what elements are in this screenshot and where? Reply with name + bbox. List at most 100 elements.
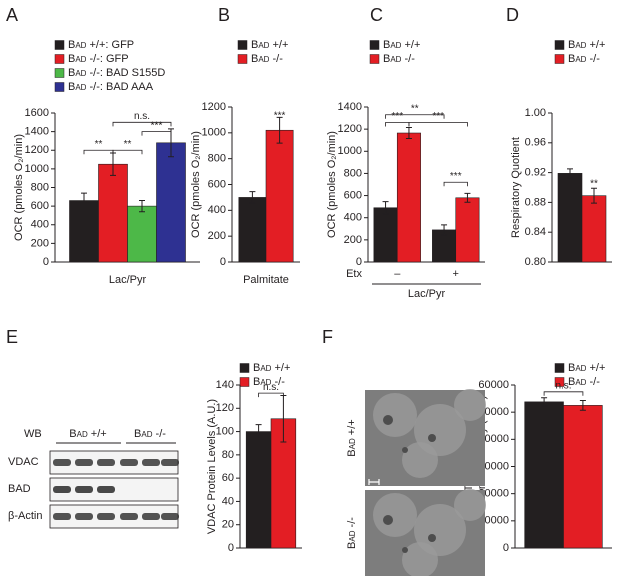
y-tick-label: 40000 xyxy=(478,433,509,445)
bar xyxy=(396,132,421,263)
bar xyxy=(245,431,272,549)
legend-swatch xyxy=(54,68,65,78)
y-tick-label: 0.96 xyxy=(525,137,546,149)
y-tick-label: 0 xyxy=(503,542,509,554)
y-tick-label: 60 xyxy=(222,472,234,484)
legend-swatch xyxy=(54,82,65,92)
panel-label: E xyxy=(6,327,18,347)
nucleus xyxy=(383,515,393,525)
legend-label: Bad -/-: BAD S155D xyxy=(68,67,165,79)
y-axis-label: VDAC Protein Levels (A.U.) xyxy=(206,399,218,534)
significance: n.s. xyxy=(263,382,279,393)
significance: *** xyxy=(151,120,163,131)
y-tick-label: 200 xyxy=(31,237,49,249)
error-bar xyxy=(441,224,448,236)
blot-band xyxy=(120,459,138,466)
panel-label: A xyxy=(6,5,18,25)
bracket xyxy=(83,149,114,155)
y-tick-label: 140 xyxy=(216,379,234,391)
legend-label: Bad -/- xyxy=(251,53,283,65)
bracket xyxy=(408,122,468,127)
cell xyxy=(402,442,438,478)
legend-swatch xyxy=(369,40,380,50)
blot-row-label: β-Actin xyxy=(8,510,42,522)
error-bar xyxy=(541,397,548,407)
bracket xyxy=(141,131,172,136)
blot-row-label: BAD xyxy=(8,483,31,495)
blot-label: WB xyxy=(24,428,42,440)
legend-swatch xyxy=(554,40,565,50)
legend-swatch xyxy=(554,54,565,64)
y-tick-label: 200 xyxy=(208,230,226,242)
bracket xyxy=(385,122,410,127)
x-tick-label: + xyxy=(453,268,459,280)
error-bar xyxy=(249,191,256,204)
y-tick-label: 120 xyxy=(216,402,234,414)
y-tick-label: 50000 xyxy=(478,406,509,418)
blot-band xyxy=(161,513,179,520)
significance: n.s. xyxy=(555,380,571,391)
legend-label: Bad -/- xyxy=(568,376,600,388)
x-tick-label: Lac/Pyr xyxy=(109,274,147,286)
legend-swatch xyxy=(239,377,250,387)
bar xyxy=(127,205,157,263)
significance: *** xyxy=(432,111,444,122)
blot-band xyxy=(75,513,93,520)
blot-group: Bad -/- xyxy=(134,428,166,440)
legend-swatch xyxy=(237,40,248,50)
y-tick-label: 10000 xyxy=(478,515,509,527)
y-tick-label: 1200 xyxy=(338,123,362,135)
y-axis-label: OCR (pmoles O₂/min) xyxy=(326,131,338,238)
x-tick-label: – xyxy=(394,268,401,280)
blot-band xyxy=(120,513,138,520)
panel-label: C xyxy=(370,5,383,25)
y-tick-label: 400 xyxy=(208,204,226,216)
cell xyxy=(402,542,438,576)
legend-label: Bad +/+ xyxy=(383,39,420,51)
blot-band xyxy=(97,486,115,493)
blot-band xyxy=(75,486,93,493)
y-tick-label: 0 xyxy=(228,542,234,554)
y-tick-label: 20 xyxy=(222,519,234,531)
nucleus xyxy=(402,547,408,553)
scale-bar xyxy=(368,479,380,485)
significance: *** xyxy=(274,111,286,122)
bar xyxy=(98,163,128,263)
bar xyxy=(373,207,398,263)
significance: *** xyxy=(450,171,462,182)
blot-band xyxy=(97,513,115,520)
y-tick-label: 1000 xyxy=(25,163,49,175)
nucleus xyxy=(383,415,393,425)
blot-band xyxy=(53,459,71,466)
y-tick-label: 20000 xyxy=(478,488,509,500)
y-tick-label: 400 xyxy=(31,219,49,231)
legend-swatch xyxy=(239,363,250,373)
significance: ** xyxy=(590,178,598,189)
legend-label: Bad +/+ xyxy=(253,362,290,374)
y-tick-label: 800 xyxy=(208,153,226,165)
y-tick-label: 0 xyxy=(356,256,362,268)
error-bar xyxy=(139,200,145,213)
legend-label: Bad +/+ xyxy=(568,39,605,51)
bracket xyxy=(258,392,284,398)
legend-label: Bad +/+: GFP xyxy=(68,39,134,51)
bar xyxy=(69,200,99,263)
y-tick-label: 80 xyxy=(222,449,234,461)
y-tick-label: 0.84 xyxy=(525,226,546,238)
blot-band xyxy=(75,459,93,466)
legend-swatch xyxy=(554,363,565,373)
y-tick-label: 1200 xyxy=(202,101,226,113)
significance: *** xyxy=(391,111,403,122)
y-tick-label: 600 xyxy=(208,178,226,190)
bracket xyxy=(543,391,584,396)
y-tick-label: 0 xyxy=(43,256,49,268)
y-tick-label: 1000 xyxy=(202,127,226,139)
error-bar xyxy=(255,424,262,440)
cell xyxy=(373,393,417,437)
panel-label: F xyxy=(322,327,333,347)
y-tick-label: 60000 xyxy=(478,379,509,391)
y-tick-label: 30000 xyxy=(478,460,509,472)
blot-band xyxy=(142,513,160,520)
error-bar xyxy=(276,116,283,144)
legend-label: Bad -/-: GFP xyxy=(68,53,129,65)
